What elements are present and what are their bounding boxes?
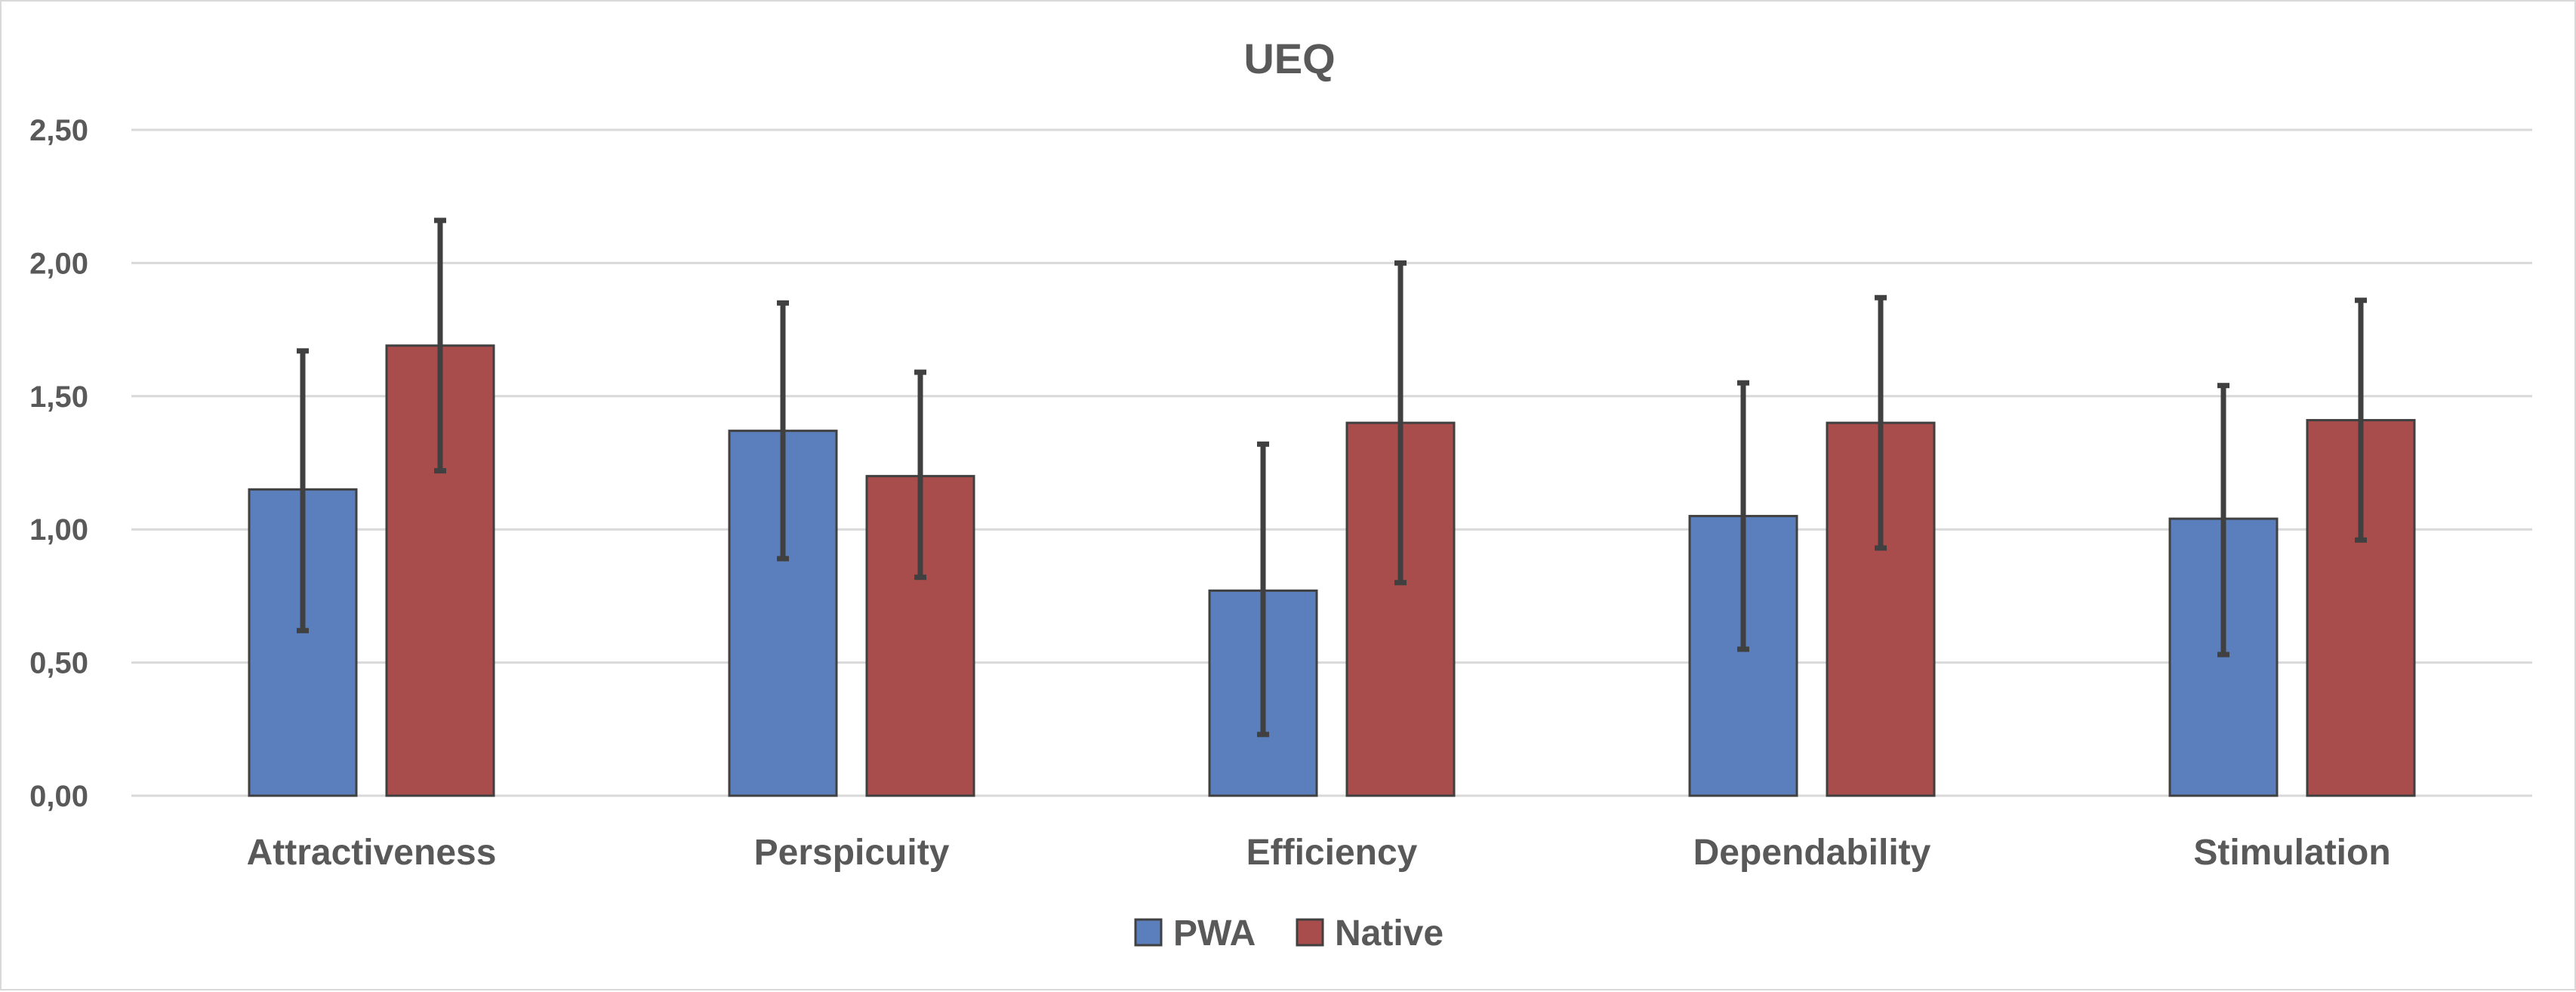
y-tick-label: 2,50 [29,114,88,147]
error-bars [297,217,2367,738]
y-tick-label: 2,00 [29,247,88,280]
x-axis-categories: Attractiveness Perspicuity Efficiency Depen… [247,833,2391,873]
y-tick-label: 0,00 [29,780,88,813]
chart-title: UEQ [1243,35,1335,82]
legend-swatch-native [1296,918,1324,947]
gridlines [131,128,2532,797]
x-category-label: Efficiency [1246,833,1418,873]
y-tick-label: 1,00 [29,513,88,547]
legend-label-pwa: PWA [1173,913,1256,953]
x-category-label: Perspicuity [754,833,950,873]
bars [248,344,2416,797]
y-tick-label: 0,50 [29,647,88,680]
x-category-label: Dependability [1693,833,1931,873]
x-category-label: Attractiveness [247,833,497,873]
x-category-label: Stimulation [2193,833,2390,873]
legend-swatch-pwa [1134,918,1163,947]
legend-label-native: Native [1335,913,1444,953]
legend: PWA Native [1134,913,1444,953]
y-tick-label: 1,50 [29,380,88,414]
y-axis-ticks: 0,00 0,50 1,00 1,50 2,00 2,50 [29,114,88,813]
